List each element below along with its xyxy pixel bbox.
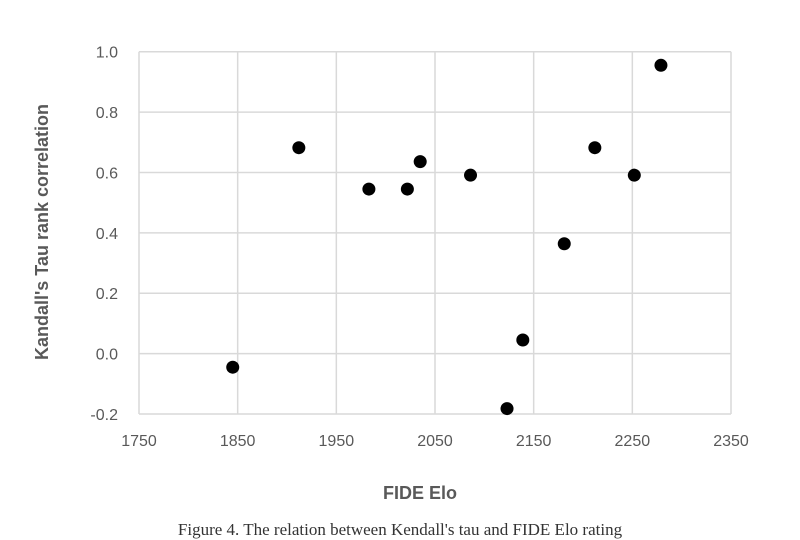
data-points (226, 58, 668, 416)
x-tick-label: 1850 (220, 433, 256, 450)
y-tick-label: 0.4 (96, 226, 118, 243)
grid (138, 50, 732, 415)
x-tick-labels: 1750 1850 1950 2050 2150 2250 2350 (121, 433, 749, 450)
data-point (292, 141, 306, 155)
y-tick-label: 1.0 (96, 45, 118, 62)
data-point (362, 182, 376, 196)
x-tick-label: 2050 (417, 433, 453, 450)
data-point (500, 402, 514, 416)
x-tick-label: 2250 (615, 433, 651, 450)
data-point (627, 168, 641, 182)
data-point (413, 155, 427, 169)
y-tick-label: 0.8 (96, 105, 118, 122)
data-point (464, 168, 478, 182)
x-axis-title: FIDE Elo (383, 483, 457, 503)
data-point (588, 141, 602, 155)
data-point (654, 58, 668, 72)
y-tick-label: 0.0 (96, 347, 118, 364)
y-axis-title: Kandall's Tau rank correlation (32, 104, 52, 360)
x-tick-label: 1950 (319, 433, 355, 450)
y-tick-label: 0.6 (96, 165, 118, 182)
x-tick-label: 2350 (713, 433, 749, 450)
data-point (557, 237, 571, 251)
figure-caption: Figure 4. The relation between Kendall's… (177, 520, 623, 539)
data-point (226, 360, 240, 374)
y-tick-label: -0.2 (90, 407, 118, 424)
data-point (400, 182, 414, 196)
x-tick-label: 2150 (516, 433, 552, 450)
y-tick-labels: -0.2 0.0 0.2 0.4 0.6 0.8 1.0 (90, 45, 118, 424)
x-tick-label: 1750 (121, 433, 157, 450)
data-point (516, 333, 530, 347)
y-tick-label: 0.2 (96, 286, 118, 303)
